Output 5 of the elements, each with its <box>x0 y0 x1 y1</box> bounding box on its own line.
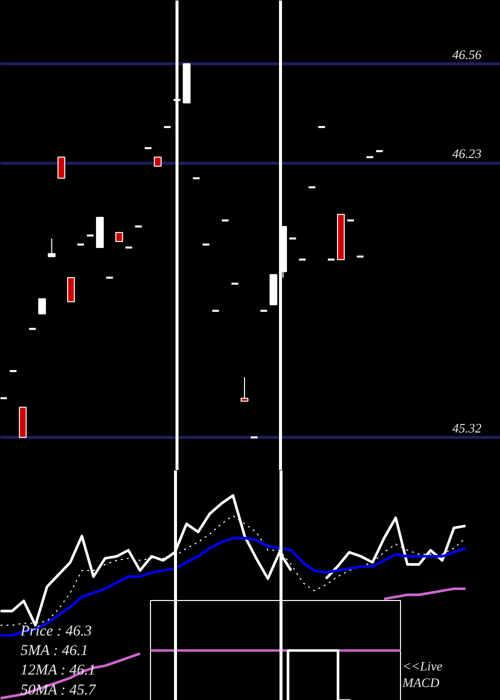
ref-line-label: 45.32 <box>452 420 482 436</box>
annotation: 5MA : 46.1 <box>20 643 88 660</box>
ref-line-label: 46.23 <box>452 146 482 162</box>
annotation: Price : 46.3 <box>20 624 92 640</box>
ref-line-label: 46.56 <box>452 46 482 62</box>
